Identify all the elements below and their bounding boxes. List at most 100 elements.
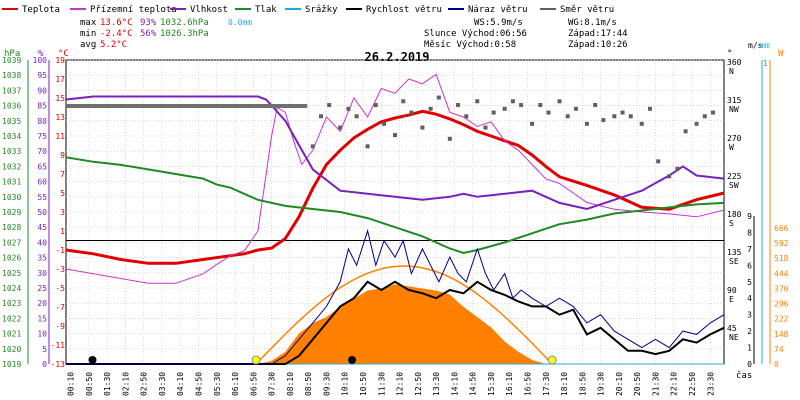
x-tick-label: 17:30 xyxy=(542,372,551,396)
stats-min-press: 1026.3hPa xyxy=(160,29,209,39)
point-smer-vetru xyxy=(711,110,716,115)
y-tick-direction-label: E xyxy=(729,295,734,304)
y-tick-temperature: 11 xyxy=(55,132,65,141)
x-tick-label: 05:30 xyxy=(213,372,222,396)
point-smer-vetru xyxy=(428,106,433,111)
y-tick-pressure: 1038 xyxy=(2,71,21,80)
y-tick-pressure: 1020 xyxy=(2,345,21,354)
y-tick-temperature: 7 xyxy=(60,170,65,179)
point-smer-vetru xyxy=(354,114,359,119)
stats-block: max 13.6°C 93% 1032.6hPa 0.0mm min -2.4°… xyxy=(80,18,252,50)
series-prizemni-teplota xyxy=(65,73,725,284)
x-tick-label: 14:50 xyxy=(469,372,478,396)
point-smer-vetru xyxy=(393,133,397,138)
x-tick-label: 22:10 xyxy=(670,372,679,396)
legend-gust: Náraz větru xyxy=(468,5,528,15)
radiation-layer xyxy=(257,284,546,364)
y-tick-direction: 45 xyxy=(727,324,737,333)
x-tick-label: 13:30 xyxy=(432,372,441,396)
y-tick-temperature: 19 xyxy=(55,56,65,65)
point-smer-vetru xyxy=(675,166,680,171)
y-tick-temperature: 17 xyxy=(55,75,65,84)
y-tick-temperature: 5 xyxy=(60,189,65,198)
y-tick-temperature: -13 xyxy=(51,360,66,369)
x-tick-label: 11:30 xyxy=(377,372,386,396)
unit-pct: % xyxy=(38,49,44,59)
y-tick-radiation: 0 xyxy=(774,360,779,369)
y-tick-pressure: 1019 xyxy=(2,360,21,369)
stats-min-label: min xyxy=(80,29,96,39)
y-tick-pressure: 1033 xyxy=(2,147,21,156)
y-tick-humidity: 10 xyxy=(37,330,47,339)
point-smer-vetru xyxy=(628,114,633,119)
y-tick-temperature: 9 xyxy=(60,151,65,160)
point-smer-vetru xyxy=(327,103,332,108)
point-smer-vetru xyxy=(601,118,606,123)
point-smer-vetru xyxy=(538,103,543,108)
wind-wg: WG:8.1m/s xyxy=(568,18,617,28)
y-tick-humidity: 70 xyxy=(37,147,47,156)
x-tick-label: 16:10 xyxy=(505,372,514,396)
y-tick-humidity: 95 xyxy=(37,71,47,80)
sun-path-layer xyxy=(255,265,552,365)
y-tick-humidity: 65 xyxy=(37,162,47,171)
y-tick-wind: 3 xyxy=(747,311,752,320)
y-tick-direction-label: N xyxy=(729,67,734,76)
x-tick-label: 20:50 xyxy=(633,372,642,396)
stats-avg-temp: 5.2°C xyxy=(100,40,127,50)
wind-sun-info: WS:5.9m/s WG:8.1m/s Slunce Východ:06:56 … xyxy=(424,18,628,50)
point-smer-vetru xyxy=(401,99,406,104)
point-smer-vetru xyxy=(502,106,507,111)
unit-deg: ° xyxy=(727,49,732,59)
x-tick-label: 22:50 xyxy=(688,372,697,396)
y-tick-radiation: 666 xyxy=(774,224,789,233)
y-tick-humidity: 0 xyxy=(42,360,47,369)
point-smer-vetru xyxy=(647,106,652,111)
y-tick-humidity: 40 xyxy=(37,238,47,247)
y-tick-wind: 2 xyxy=(747,327,752,336)
x-tick-label: 06:10 xyxy=(231,372,240,396)
point-smer-vetru xyxy=(694,121,699,126)
y-tick-radiation: 592 xyxy=(774,239,789,248)
point-smer-vetru xyxy=(639,121,644,126)
y-tick-humidity: 25 xyxy=(37,284,47,293)
unit-w: W xyxy=(778,49,784,59)
point-smer-vetru xyxy=(573,106,578,111)
y-tick-pressure: 1032 xyxy=(2,162,21,171)
legend-temp: Teplota xyxy=(22,5,60,15)
y-tick-humidity: 5 xyxy=(42,345,47,354)
moon-set: Západ:10:26 xyxy=(568,40,628,50)
y-tick-wind: 1 xyxy=(747,344,752,353)
y-tick-humidity: 100 xyxy=(33,56,48,65)
unit-cas: čas xyxy=(736,370,752,381)
x-tick-label: 10:10 xyxy=(341,372,350,396)
y-tick-rain: 1 xyxy=(763,59,768,68)
y-tick-temperature: -7 xyxy=(55,303,65,312)
point-smer-vetru xyxy=(557,99,562,104)
wind-ws: WS:5.9m/s xyxy=(474,18,523,28)
sun-path xyxy=(255,265,552,365)
y-tick-wind: 0 xyxy=(747,360,752,369)
y-tick-direction: 360 xyxy=(727,58,742,67)
point-smer-vetru xyxy=(584,121,589,126)
x-tick-label: 10:50 xyxy=(359,372,368,396)
y-tick-direction-label: NW xyxy=(729,105,739,114)
moon-rise: Měsíc Východ:0:58 xyxy=(424,40,516,50)
y-tick-humidity: 80 xyxy=(37,117,47,126)
point-smer-vetru xyxy=(346,106,351,111)
legend-wind: Rychlost větru xyxy=(366,5,442,15)
stats-min-temp: -2.4°C xyxy=(100,29,133,39)
x-tick-label: 03:30 xyxy=(158,372,167,396)
point-smer-vetru xyxy=(546,110,551,115)
point-smer-vetru xyxy=(447,136,452,141)
legend-humidity: Vlhkost xyxy=(190,5,228,15)
series-layer xyxy=(65,73,725,365)
axis-unit-headers: hPa % °C ° m/s mm W čas xyxy=(4,41,784,381)
y-tick-direction: 270 xyxy=(727,134,742,143)
y-tick-temperature: 3 xyxy=(60,208,65,217)
series-naraz-vetru xyxy=(66,228,725,365)
point-smer-vetru xyxy=(436,95,441,100)
point-smer-vetru xyxy=(491,110,496,115)
point-smer-vetru xyxy=(338,125,343,130)
